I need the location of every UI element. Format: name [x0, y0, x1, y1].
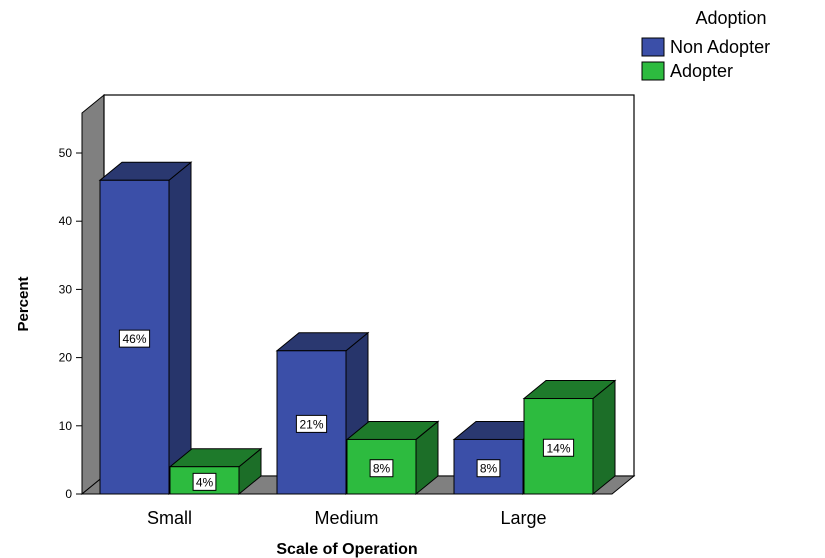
data-label-box [542, 438, 575, 457]
data-label-text: 21% [299, 417, 323, 431]
y-tick-label: 40 [59, 214, 73, 228]
data-label: 46% [118, 329, 151, 348]
y-tick-label: 30 [59, 282, 73, 296]
legend-label: Non Adopter [670, 37, 770, 57]
data-label-text: 8% [480, 462, 498, 476]
x-axis-label: Scale of Operation [276, 541, 417, 558]
bar-side-face [168, 161, 192, 496]
data-label-box [118, 329, 151, 348]
legend-items: Non Adopter Adopter [641, 37, 770, 81]
data-label: 4% [192, 472, 217, 491]
legend-label: Adopter [670, 61, 733, 81]
data-label-text: 4% [196, 475, 214, 489]
y-axis: 0 10 20 30 40 50 [59, 146, 82, 501]
legend-title: Adoption [695, 8, 766, 28]
data-label: 21% [295, 414, 328, 433]
bar [168, 447, 263, 496]
y-tick-label: 10 [59, 419, 73, 433]
bar [345, 420, 440, 496]
data-label-box [476, 459, 501, 478]
data-label: 8% [369, 459, 394, 478]
data-labels: 46% 4% 21% 8% 8% 14% [118, 329, 575, 491]
legend: Adoption Non Adopter Adopter [641, 8, 770, 81]
data-label-text: 46% [122, 332, 146, 346]
x-tick-label: Medium [314, 508, 378, 528]
data-label-text: 8% [373, 462, 391, 476]
data-label-box [295, 414, 328, 433]
y-tick-label: 20 [59, 351, 73, 365]
legend-swatch [641, 37, 665, 57]
data-label-text: 14% [546, 441, 570, 455]
data-label-box [369, 459, 394, 478]
data-label: 8% [476, 459, 501, 478]
legend-item: Non Adopter [641, 37, 770, 57]
y-tick-label: 50 [59, 146, 73, 160]
data-label: 14% [542, 438, 575, 457]
x-axis-tick-labels: Small Medium Large [147, 508, 547, 528]
data-label-box [192, 472, 217, 491]
bar [98, 161, 193, 496]
y-axis-label: Percent [15, 276, 32, 331]
x-tick-label: Large [500, 508, 546, 528]
x-tick-label: Small [147, 508, 192, 528]
bar-side-face [592, 379, 616, 496]
legend-swatch [641, 61, 665, 81]
y-tick-label: 0 [65, 487, 72, 501]
bar [522, 379, 617, 496]
legend-item: Adopter [641, 61, 733, 81]
